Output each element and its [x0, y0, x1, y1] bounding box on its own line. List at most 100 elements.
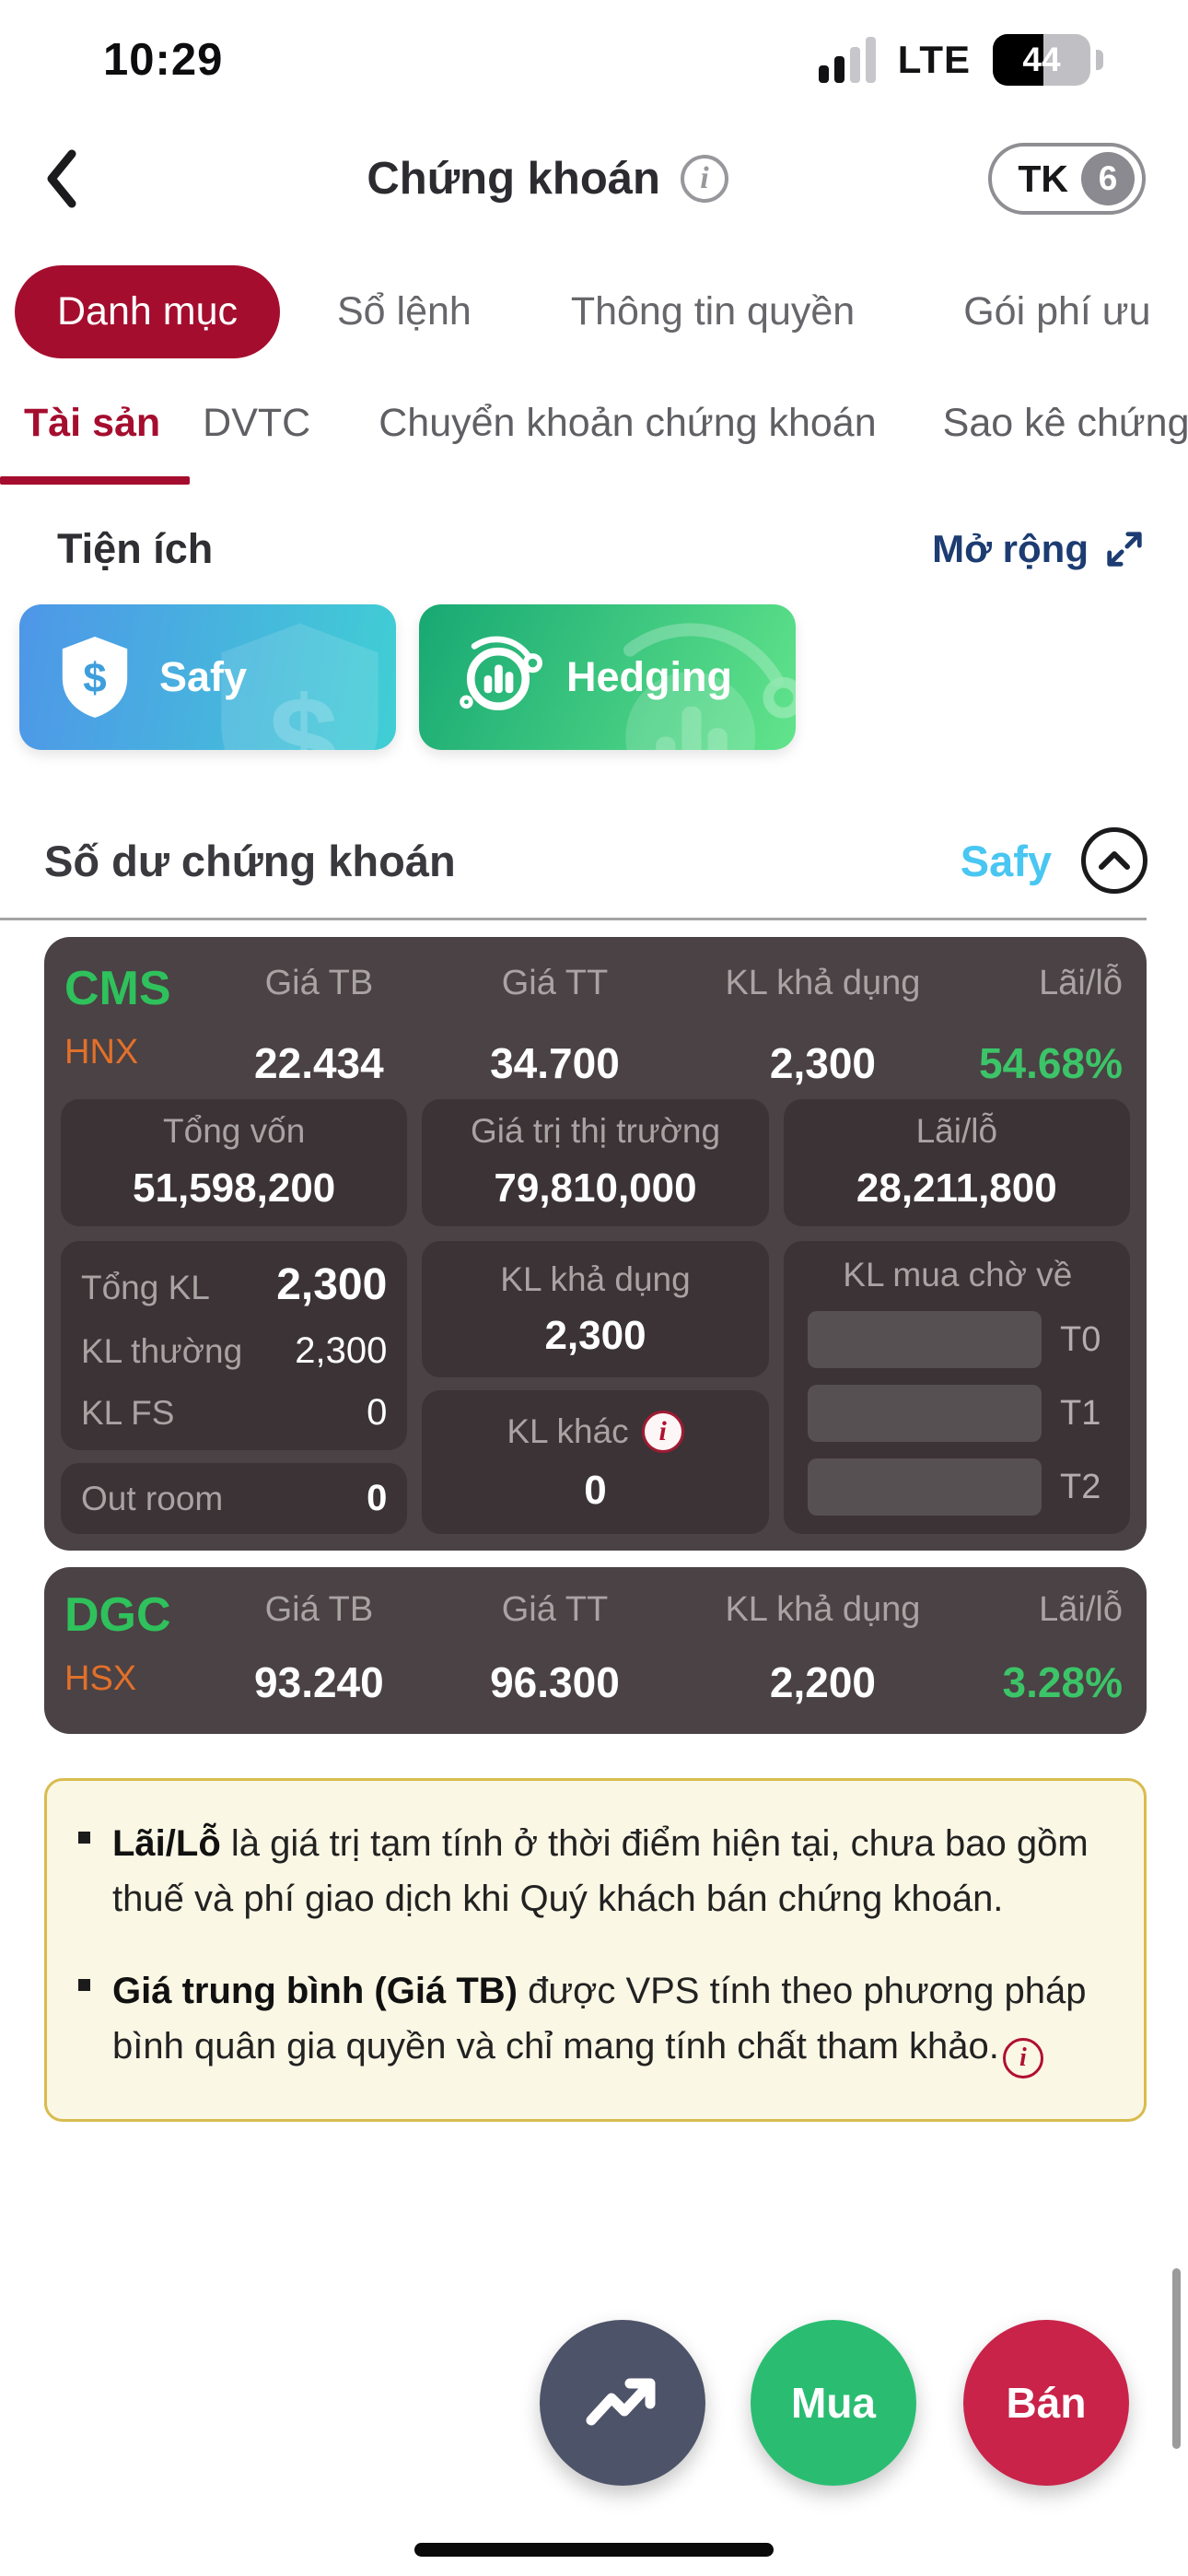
battery-fill	[993, 34, 1044, 86]
bullet-marker	[78, 1978, 90, 1991]
tab-thong-tin-quyen[interactable]: Thông tin quyền	[570, 289, 856, 334]
section-divider	[0, 918, 1147, 920]
hedging-chart-icon	[454, 633, 542, 721]
profit-loss-col: Lãi/lỗ 54.68%	[978, 964, 1123, 1087]
note-info-icon[interactable]: i	[1002, 2037, 1043, 2078]
back-button[interactable]	[42, 148, 107, 209]
market-price-col: Giá TT 96.300	[490, 1590, 620, 1707]
svg-text:$: $	[269, 671, 339, 750]
active-tab-underline	[0, 476, 190, 485]
volume-breakdown-tile: Tổng KL 2,300 KL thường 2,300 KL FS 0	[61, 1241, 408, 1451]
utilities-title: Tiện ích	[57, 525, 214, 572]
holding-cms-details: Tổng vốn 51,598,200 Giá trị thị trường 7…	[44, 1086, 1147, 1551]
scrollbar-thumb[interactable]	[1172, 2268, 1181, 2449]
primary-tab-bar: Danh mục Sổ lệnh Thông tin quyền Gói phí…	[0, 265, 1188, 358]
tab-so-lenh[interactable]: Sổ lệnh	[336, 289, 472, 334]
holding-cms-summary: CMS HNX Giá TB 22.434 Giá TT 34.700 KL k…	[44, 937, 1147, 1086]
available-volume-tile: KL khả dụng 2,300	[422, 1241, 769, 1378]
market-price-col: Giá TT 34.700	[490, 964, 620, 1087]
sell-button[interactable]: Bán	[963, 2320, 1129, 2486]
hedging-watermark	[623, 623, 796, 750]
out-room-tile: Out room 0	[61, 1463, 408, 1535]
signal-strength-icon	[818, 37, 876, 83]
pending-row-t0: T0	[807, 1311, 1108, 1369]
pending-value-placeholder	[807, 1458, 1042, 1516]
tab-tai-san[interactable]: Tài sản	[24, 401, 161, 445]
status-right: LTE 44	[818, 34, 1103, 86]
exchange-name: HNX	[64, 1033, 139, 1071]
utility-cards: $ Safy $ Hedging	[0, 604, 1188, 750]
hedging-card[interactable]: Hedging	[419, 604, 796, 750]
shield-watermark: $	[221, 623, 379, 750]
other-volume-info-icon[interactable]: i	[641, 1411, 684, 1454]
tab-goi-phi-uu[interactable]: Gói phí ưu	[963, 289, 1151, 334]
utilities-header: Tiện ích Mở rộng	[0, 525, 1188, 573]
available-col: KL khả dụng 2,200	[725, 1590, 921, 1707]
battery-cap	[1096, 50, 1103, 70]
title-info-icon[interactable]: i	[680, 155, 728, 203]
profit-loss-col: Lãi/lỗ 3.28%	[1002, 1590, 1123, 1707]
clock: 10:29	[103, 35, 224, 85]
secondary-tab-bar: Tài sản DVTC Chuyển khoản chứng khoán Sa…	[0, 401, 1188, 485]
ticker-symbol: CMS	[64, 962, 171, 1015]
expand-label: Mở rộng	[932, 527, 1089, 570]
trending-up-icon	[586, 2378, 656, 2426]
svg-text:$: $	[83, 654, 106, 701]
account-badge-label: TK	[1018, 157, 1068, 200]
network-type: LTE	[897, 38, 971, 81]
pending-value-placeholder	[807, 1311, 1042, 1369]
volume-column: Tổng KL 2,300 KL thường 2,300 KL FS 0 Out r…	[61, 1241, 408, 1535]
pending-row-t1: T1	[807, 1385, 1108, 1443]
note-bullet-2: Giá trung bình (Giá TB) được VPS tính th…	[78, 1963, 1111, 2078]
battery-icon: 44	[993, 34, 1090, 86]
home-indicator[interactable]	[414, 2543, 774, 2557]
profit-loss-tile: Lãi/lỗ 28,211,800	[783, 1099, 1130, 1227]
safy-mode-label[interactable]: Safy	[960, 836, 1052, 885]
utilities-section: Tiện ích Mở rộng $ Safy $ Hedging	[0, 525, 1188, 750]
pending-row-t2: T2	[807, 1458, 1108, 1516]
ticker-block: DGC HSX	[64, 1591, 212, 1705]
shield-dollar-icon: $	[54, 633, 135, 721]
expand-arrows-icon	[1107, 532, 1142, 567]
tab-sao-ke-chung[interactable]: Sao kê chứng	[942, 401, 1188, 445]
app-header: Chứng khoán i TK 6	[0, 127, 1188, 230]
total-capital-tile: Tổng vốn 51,598,200	[61, 1099, 408, 1227]
safy-card-name: Safy	[159, 653, 248, 700]
market-value-tile: Giá trị thị trường 79,810,000	[422, 1099, 769, 1227]
note-bullet-1: Lãi/Lỗ là giá trị tạm tính ở thời điểm h…	[78, 1816, 1111, 1926]
ticker-symbol: DGC	[64, 1588, 171, 1643]
other-volume-tile: KL khác i 0	[422, 1390, 769, 1535]
pending-buy-tile: KL mua chờ về T0 T1 T2	[783, 1241, 1130, 1535]
chevron-left-icon	[47, 149, 76, 208]
tab-chuyen-khoan-chung-khoan[interactable]: Chuyển khoản chứng khoán	[379, 401, 877, 445]
available-column: KL khả dụng 2,300 KL khác i 0	[422, 1241, 769, 1535]
chevron-up-icon	[1099, 851, 1130, 870]
status-bar: 10:29 LTE 44	[0, 0, 1188, 96]
battery-percent: 44	[1022, 41, 1061, 78]
holding-card-dgc[interactable]: DGC HSX Giá TB 93.240 Giá TT 96.300 KL k…	[44, 1567, 1147, 1734]
safy-card[interactable]: $ Safy $	[19, 604, 396, 750]
account-count: 6	[1081, 152, 1135, 205]
tab-danh-muc[interactable]: Danh mục	[15, 265, 280, 358]
bullet-marker	[78, 1831, 90, 1844]
account-badge[interactable]: TK 6	[988, 143, 1146, 215]
hedging-card-name: Hedging	[566, 653, 732, 700]
tab-dvtc[interactable]: DVTC	[203, 401, 311, 445]
collapse-section-button[interactable]	[1081, 827, 1147, 894]
avg-price-col: Giá TB 22.434	[254, 964, 384, 1087]
expand-link[interactable]: Mở rộng	[932, 527, 1146, 571]
ticker-block: CMS HNX	[64, 965, 212, 1086]
page-title: Chứng khoán	[367, 154, 660, 204]
holding-dgc-summary: DGC HSX Giá TB 93.240 Giá TT 96.300 KL k…	[44, 1567, 1147, 1733]
available-col: KL khả dụng 2,300	[725, 964, 921, 1087]
exchange-name: HSX	[64, 1659, 137, 1699]
disclaimer-note: Lãi/Lỗ là giá trị tạm tính ở thời điểm h…	[44, 1777, 1147, 2122]
avg-price-col: Giá TB 93.240	[254, 1590, 384, 1707]
balance-title: Số dư chứng khoán	[44, 836, 456, 885]
buy-button[interactable]: Mua	[751, 2320, 916, 2486]
market-chart-button[interactable]	[540, 2320, 705, 2486]
holding-card-cms[interactable]: CMS HNX Giá TB 22.434 Giá TT 34.700 KL k…	[44, 937, 1147, 1551]
header-title-group: Chứng khoán i	[107, 153, 988, 205]
balance-section-header: Số dư chứng khoán Safy	[0, 827, 1188, 894]
